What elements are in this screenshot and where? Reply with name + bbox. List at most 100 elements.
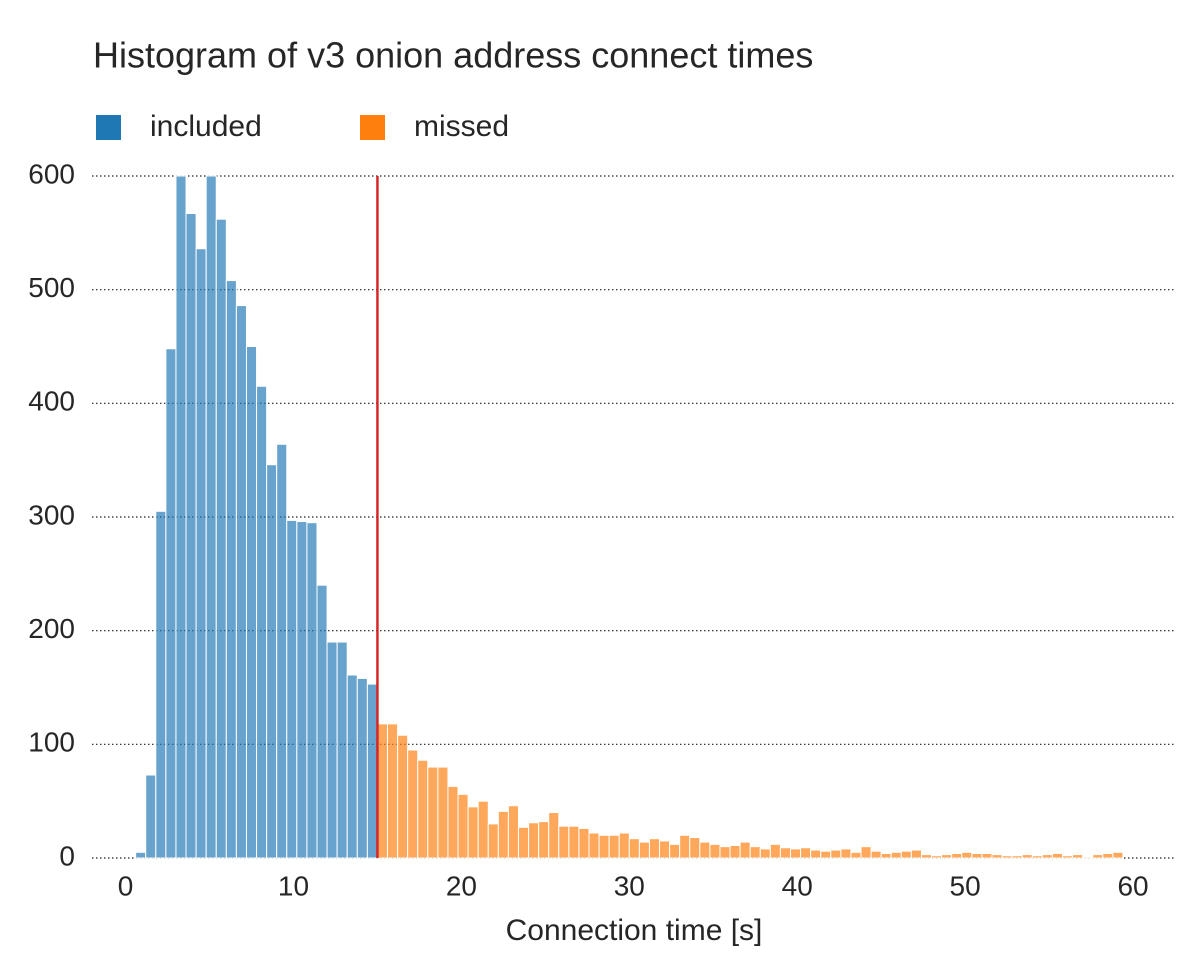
bar	[135, 851, 147, 859]
bar	[387, 723, 399, 859]
bar	[1011, 855, 1023, 859]
bar	[648, 838, 661, 859]
bar	[749, 846, 761, 859]
bar	[759, 848, 771, 859]
bar	[669, 843, 681, 859]
x-axis-label: Connection time [s]	[506, 914, 763, 947]
bar	[729, 844, 741, 859]
bar	[548, 812, 560, 859]
x-tick-label: 10	[278, 870, 309, 901]
bar	[487, 823, 499, 859]
bar	[850, 851, 862, 859]
y-tick-label: 600	[28, 158, 75, 189]
bar	[1021, 854, 1033, 859]
bar	[820, 850, 832, 859]
bar	[215, 218, 227, 859]
bar	[1102, 852, 1114, 859]
y-tick-label: 100	[28, 727, 75, 758]
bar	[638, 841, 650, 859]
bar	[1112, 851, 1124, 859]
bar	[578, 827, 590, 859]
bar	[205, 175, 217, 859]
bar	[145, 774, 157, 859]
bar	[769, 843, 781, 859]
bar	[165, 348, 177, 859]
bar	[830, 849, 842, 859]
bar	[316, 584, 328, 859]
bar	[739, 841, 751, 859]
x-tick-label: 50	[950, 870, 981, 901]
y-tick-label: 500	[28, 272, 75, 303]
bar	[699, 841, 711, 859]
bar	[155, 510, 167, 859]
y-tick-label: 0	[59, 840, 75, 871]
bar	[961, 851, 973, 859]
bar	[568, 825, 580, 859]
bar	[588, 832, 600, 859]
x-tick-label: 60	[1117, 870, 1148, 901]
bar	[195, 248, 207, 859]
bar	[789, 848, 802, 859]
legend-label: missed	[414, 110, 509, 143]
bar	[225, 280, 237, 859]
bar	[689, 837, 701, 859]
bar	[779, 847, 791, 859]
legend-swatch	[360, 115, 385, 140]
bar	[1001, 855, 1013, 859]
bar	[1041, 854, 1053, 859]
bar	[1051, 852, 1064, 859]
bar	[276, 443, 288, 859]
bar	[407, 749, 419, 859]
bar	[1092, 854, 1104, 859]
bar	[598, 834, 610, 859]
bar	[326, 641, 338, 859]
bar	[558, 825, 570, 859]
bar	[528, 822, 540, 859]
bar	[991, 854, 1003, 859]
bar	[417, 759, 429, 859]
bar	[427, 766, 439, 859]
bar	[880, 852, 892, 859]
x-tick-label: 30	[614, 870, 645, 901]
bar	[679, 834, 691, 859]
bar	[497, 810, 509, 859]
bar	[306, 522, 318, 859]
bar	[346, 674, 358, 859]
bar	[235, 305, 247, 859]
bar	[931, 855, 943, 859]
bar	[538, 821, 550, 859]
bar	[457, 793, 469, 859]
bar	[981, 852, 993, 859]
bar	[900, 850, 912, 859]
bar	[910, 849, 922, 859]
bar	[397, 734, 409, 859]
bar	[951, 852, 963, 859]
bar	[175, 175, 187, 859]
bar	[971, 852, 983, 859]
bar	[296, 521, 308, 859]
bar	[618, 832, 630, 859]
bar	[245, 346, 258, 859]
bar	[800, 847, 812, 859]
bar	[266, 464, 278, 859]
bar	[467, 806, 479, 859]
bar	[256, 385, 268, 859]
bar	[185, 213, 197, 859]
x-tick-label: 20	[446, 870, 477, 901]
bar	[810, 849, 822, 859]
chart-title: Histogram of v3 onion address connect ti…	[93, 35, 813, 76]
legend-swatch	[96, 115, 121, 140]
y-tick-label: 200	[28, 613, 75, 644]
bar	[477, 800, 489, 859]
bar	[447, 785, 459, 859]
bar	[941, 854, 953, 859]
legend-label: included	[150, 110, 262, 143]
bar	[870, 850, 882, 859]
bar	[1031, 855, 1043, 859]
bar	[366, 683, 378, 859]
bar	[507, 805, 519, 859]
bar	[1072, 854, 1084, 859]
bar	[659, 840, 671, 859]
bar	[920, 854, 933, 859]
